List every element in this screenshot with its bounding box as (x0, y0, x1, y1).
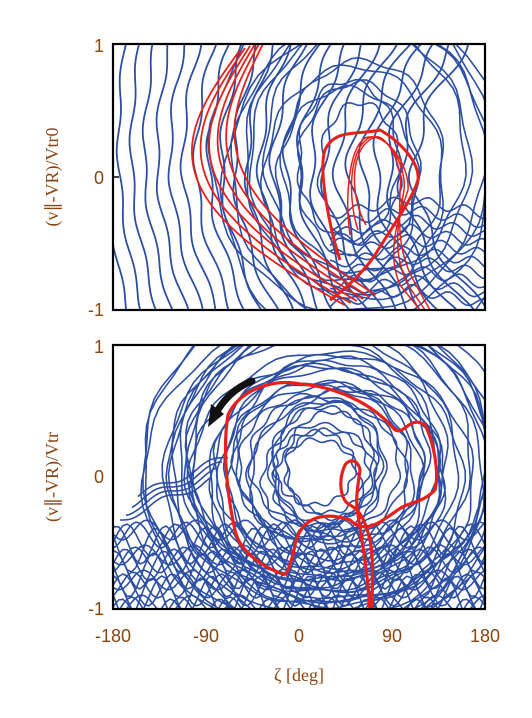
bottom-blue-loop (140, 345, 485, 609)
top-red-loop-thick (321, 128, 420, 302)
bottom-x-ticks: -180 -90 0 90 180 (95, 626, 500, 646)
bottom-plot-frame (111, 343, 487, 611)
top-blue-wave (329, 274, 485, 301)
top-red-crescent (199, 47, 352, 304)
bottom-ytick-minus1: -1 (88, 599, 104, 619)
bottom-blue-loop (161, 345, 485, 609)
bottom-blue-wave (113, 521, 485, 549)
bottom-red-loop-outer (223, 381, 439, 577)
bottom-blue-side (125, 467, 217, 517)
bottom-panel: 1 0 -1 -180 -90 0 90 180 (v∥-VR)/Vtr ζ [… (42, 337, 500, 685)
bottom-red-trajectories (223, 381, 439, 609)
top-ytick-minus1: -1 (88, 300, 104, 320)
bottom-blue-wave (113, 550, 485, 590)
bottom-blue-side (137, 456, 228, 498)
direction-arrow-head (208, 404, 224, 427)
top-blue-loop (248, 44, 474, 296)
bottom-blue-trajectories (113, 345, 485, 609)
top-blue-curve (113, 237, 127, 310)
xtick-180: 180 (470, 626, 500, 646)
top-red-crescent (191, 49, 345, 306)
bottom-blue-loop (144, 345, 485, 609)
top-blue-trajectories (113, 44, 485, 310)
xtick-minus180: -180 (95, 626, 131, 646)
top-red-loop-thin (353, 136, 431, 310)
bottom-blue-loop (167, 345, 485, 609)
top-blue-curve (219, 44, 263, 310)
xtick-0: 0 (294, 626, 304, 646)
bottom-y-ticks: 1 0 -1 (88, 337, 104, 619)
bottom-red-loop-inner (339, 459, 375, 609)
top-panel: 1 0 -1 (v∥-VR)/Vtr0 (42, 36, 487, 320)
bottom-blue-loop (186, 350, 475, 609)
bottom-blue-wave (113, 548, 485, 582)
bottom-blue-loop (179, 345, 485, 605)
top-red-crescent (233, 44, 377, 296)
top-red-loop-thin (347, 136, 421, 310)
top-blue-curve (179, 44, 217, 310)
bottom-blue-wave (113, 546, 485, 574)
bottom-blue-loop (235, 359, 432, 552)
xtick-90: 90 (382, 626, 402, 646)
bottom-blue-loop (185, 345, 471, 593)
top-y-ticks: 1 0 -1 (88, 36, 119, 320)
bottom-y-axis-label: (v∥-VR)/Vtr (42, 432, 63, 522)
bottom-blue-wave (125, 594, 485, 609)
top-red-crescent (225, 44, 370, 298)
top-blue-wave (329, 214, 485, 241)
top-blue-curve (407, 44, 485, 309)
bottom-plot-area (113, 345, 485, 609)
top-ytick-1: 1 (94, 36, 104, 56)
top-blue-loop (316, 102, 403, 246)
bottom-blue-side (120, 477, 211, 521)
top-red-trajectories (191, 44, 431, 310)
top-blue-curve (205, 44, 245, 310)
top-blue-wave (329, 256, 485, 280)
bottom-blue-wave (113, 577, 485, 609)
xtick-minus90: -90 (193, 626, 219, 646)
bottom-blue-loop (192, 345, 485, 600)
bottom-blue-loop (171, 345, 485, 609)
bottom-blue-loop (283, 427, 371, 516)
top-blue-curve (243, 44, 295, 310)
top-blue-loop (296, 79, 422, 261)
bottom-blue-loop (230, 379, 408, 545)
top-blue-curve (268, 44, 319, 310)
bottom-blue-loop (249, 385, 446, 574)
bottom-blue-loop (259, 421, 379, 541)
top-blue-loop (245, 44, 485, 301)
top-blue-curve (128, 44, 157, 310)
top-blue-wave (330, 205, 485, 230)
top-blue-curve (115, 44, 142, 310)
top-ytick-0: 0 (94, 168, 104, 188)
top-red-loop-thin (350, 136, 426, 310)
top-blue-loop (219, 44, 485, 310)
top-blue-wave (329, 223, 485, 247)
top-blue-curve (155, 44, 190, 310)
top-blue-wave (329, 196, 485, 220)
top-blue-curve (141, 44, 174, 310)
top-blue-curve (167, 44, 204, 310)
bottom-blue-wave (113, 598, 476, 609)
bottom-blue-wave (113, 573, 485, 607)
top-blue-wave (329, 284, 485, 308)
top-blue-wave (329, 234, 485, 257)
top-blue-wave (329, 245, 485, 269)
bottom-ytick-0: 0 (94, 467, 104, 487)
top-red-crescent (208, 45, 358, 302)
top-plot-area (113, 44, 485, 310)
bottom-ytick-1: 1 (94, 337, 104, 357)
bottom-blue-side (131, 461, 223, 509)
x-axis-label: ζ [deg] (274, 665, 324, 685)
top-red-crescent (216, 44, 364, 300)
top-y-axis-label: (v∥-VR)/Vtr0 (42, 128, 63, 227)
